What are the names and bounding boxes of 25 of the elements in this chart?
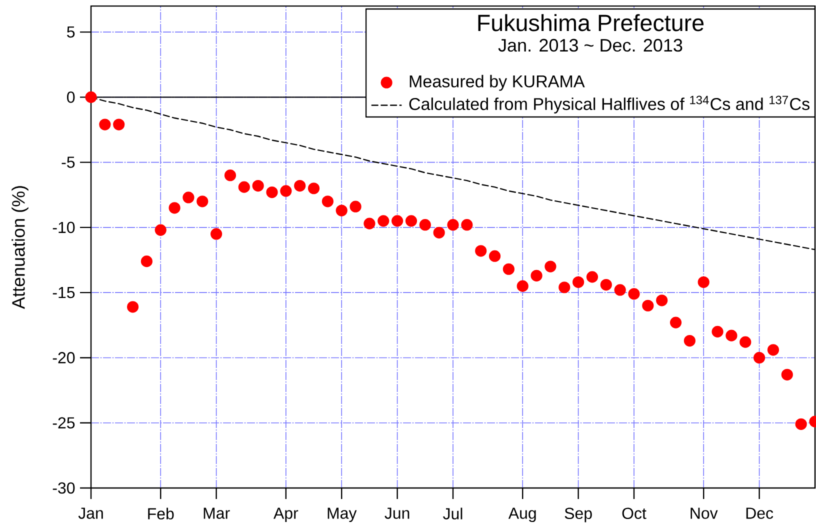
y-tick-label: -25: [52, 417, 75, 429]
x-tick-label: Mar: [204, 508, 230, 519]
x-tick-label: Jan: [78, 508, 103, 519]
y-tick-label: -5: [62, 156, 75, 168]
text: Jan. 2013 ~ Dec. 2013: [498, 38, 682, 52]
y-tick-label: 5: [67, 26, 75, 38]
y-tick-label: -15: [52, 287, 75, 298]
x-tick-label: Jun: [384, 508, 410, 519]
x-tick-label: Nov: [690, 508, 718, 519]
y-tick-label: -10: [52, 222, 75, 234]
y-tick-label: 0: [67, 92, 75, 103]
y-axis-title: Attenuation (%): [12, 186, 28, 309]
x-tick-label: Oct: [622, 508, 646, 520]
x-tick-label: Apr: [274, 508, 298, 522]
legend-label: Calculated from Physical Halflives of $^{134}$Cs and $^{137}$Cs: [409, 96, 810, 114]
x-tick-label: Aug: [508, 508, 536, 522]
chart-title: Fukushima Prefecture: [478, 14, 704, 32]
x-tick-label: Sep: [564, 508, 592, 522]
legend-label: Measured by KURAMA: [410, 74, 585, 91]
x-tick-label: Jul: [443, 508, 462, 520]
x-tick-label: Dec: [746, 508, 774, 519]
y-tick-label: -30: [52, 482, 75, 494]
y-tick-label: -20: [52, 352, 75, 364]
x-tick-label: May: [328, 508, 357, 522]
x-tick-label: Feb: [148, 508, 174, 520]
